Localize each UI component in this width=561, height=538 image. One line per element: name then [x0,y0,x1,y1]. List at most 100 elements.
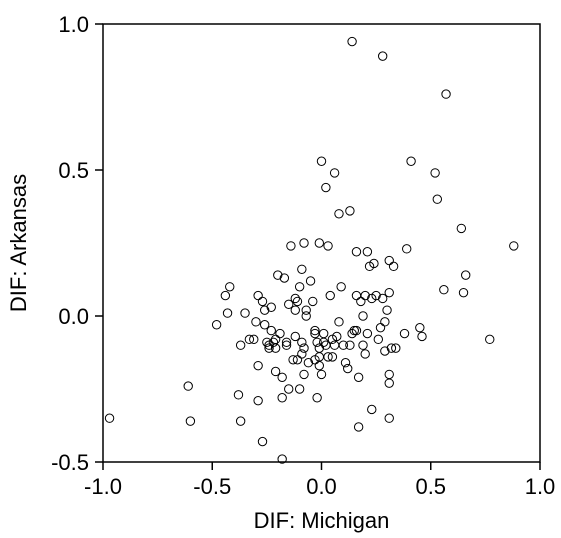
data-point [353,372,364,383]
data-point [321,182,331,193]
data-point [351,247,362,257]
x-tick-label: -0.5 [193,474,231,499]
data-point [388,261,399,272]
data-point [262,337,272,347]
data-point [509,241,519,251]
data-point [316,156,327,166]
data-point [318,328,329,339]
data-point [308,296,318,307]
y-axis-ticks: -0.5 0.0 0.5 1.0 [51,12,103,475]
data-point [284,384,294,394]
data-point [485,334,495,345]
data-point [222,308,233,318]
data-point [360,290,370,301]
data-point [314,360,325,371]
data-point [441,89,451,99]
y-tick-label: -0.5 [51,450,89,475]
data-point [266,302,276,312]
data-point [432,194,443,204]
data-point [253,395,263,406]
data-points [104,36,519,464]
data-point [386,343,397,353]
data-point [325,290,335,301]
data-point [347,36,357,47]
data-point [323,241,333,251]
data-point [305,276,316,286]
data-point [279,273,290,283]
data-point [371,290,381,301]
y-tick-label: 1.0 [58,12,89,37]
data-point [185,416,196,426]
x-axis-title: DIF: Michigan [254,508,390,533]
data-point [233,390,244,400]
data-point [183,381,193,391]
data-point [266,325,276,336]
x-tick-label: 0.0 [306,474,337,499]
data-point [312,337,322,347]
data-point [257,436,268,447]
data-point [380,317,390,327]
data-point [259,320,270,330]
data-point [277,372,287,383]
data-point [220,290,231,301]
data-point [314,238,325,248]
data-point [402,244,412,254]
data-point [318,337,329,347]
data-point [384,287,394,298]
data-point [384,369,394,380]
data-point [430,168,440,178]
data-point [391,343,401,353]
data-point [270,366,281,377]
data-point [334,317,344,327]
data-point [351,325,362,336]
data-point [211,320,222,330]
data-point [439,285,449,295]
data-point [345,340,355,350]
data-point [297,349,307,359]
data-point [362,328,373,339]
data-point [253,290,263,301]
data-point [301,305,311,315]
data-point [277,454,287,464]
x-tick-label: 0.5 [415,474,446,499]
data-point [332,331,342,342]
data-point [375,322,386,333]
data-point [327,352,338,362]
data-point [253,360,263,371]
data-point [456,223,467,234]
data-point [294,384,305,394]
data-point [417,331,427,342]
data-point [299,238,309,248]
data-point [257,296,268,307]
data-point [336,282,346,292]
data-point [235,340,246,350]
data-point [384,413,394,423]
data-point [297,337,307,347]
data-point [249,334,259,345]
data-point [461,270,471,280]
data-point [384,255,394,266]
data-point [312,393,322,403]
x-tick-label: -1.0 [84,474,122,499]
data-point [360,349,370,359]
data-point [369,258,379,269]
data-point [299,343,309,353]
data-point [458,287,469,298]
data-point [259,305,270,315]
data-point [240,308,250,318]
data-point [329,168,340,178]
data-point [290,331,300,342]
data-point [290,305,300,315]
data-point [104,413,115,423]
data-point [294,282,305,292]
data-point [377,293,388,304]
data-point [323,352,333,362]
data-point [329,340,340,350]
data-point [281,337,292,347]
y-axis-title: DIF: Arkansas [6,174,31,312]
data-point [316,369,327,380]
data-point [373,334,384,345]
data-point [399,328,410,339]
y-tick-label: 0.0 [58,304,89,329]
